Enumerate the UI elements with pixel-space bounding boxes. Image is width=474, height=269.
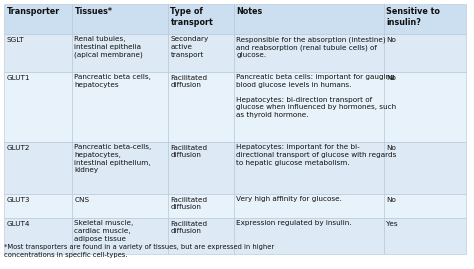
Text: Pancreatic beta cells: important for gauging
blood glucose levels in humans.

He: Pancreatic beta cells: important for gau… — [237, 75, 397, 118]
Text: Facilitated
diffusion: Facilitated diffusion — [171, 144, 208, 158]
Text: Facilitated
diffusion: Facilitated diffusion — [171, 196, 208, 210]
Bar — [384, 218, 466, 254]
Text: Hepatocytes: important for the bi-
directional transport of glucose with regards: Hepatocytes: important for the bi- direc… — [237, 144, 397, 165]
Bar — [234, 4, 384, 34]
Bar — [72, 218, 168, 254]
Text: No: No — [386, 75, 396, 80]
Bar — [168, 72, 234, 142]
Bar — [72, 72, 168, 142]
Text: Yes: Yes — [386, 221, 398, 226]
Text: Type of
transport: Type of transport — [171, 6, 213, 27]
Bar — [234, 34, 384, 72]
Bar — [234, 72, 384, 142]
Bar — [4, 218, 72, 254]
Text: Skeletal muscle,
cardiac muscle,
adipose tissue: Skeletal muscle, cardiac muscle, adipose… — [74, 221, 134, 242]
Bar — [168, 142, 234, 194]
Bar — [72, 4, 168, 34]
Bar — [384, 142, 466, 194]
Bar — [168, 194, 234, 218]
Bar — [384, 72, 466, 142]
Text: Secondary
active
transport: Secondary active transport — [171, 37, 209, 58]
Text: No: No — [386, 37, 396, 43]
Bar — [234, 194, 384, 218]
Text: Notes: Notes — [237, 6, 263, 16]
Text: Tissues*: Tissues* — [74, 6, 112, 16]
Bar — [384, 194, 466, 218]
Text: Facilitated
diffusion: Facilitated diffusion — [171, 221, 208, 234]
Text: GLUT1: GLUT1 — [7, 75, 30, 80]
Text: Expression regulated by insulin.: Expression regulated by insulin. — [237, 221, 352, 226]
Text: *Most transporters are found in a variety of tissues, but are expressed in highe: *Most transporters are found in a variet… — [4, 244, 274, 257]
Text: No: No — [386, 196, 396, 203]
Bar — [72, 142, 168, 194]
Bar — [168, 34, 234, 72]
Bar — [72, 194, 168, 218]
Bar — [168, 4, 234, 34]
Text: Responsible for the absorption (intestine)
and reabsorption (renal tubule cells): Responsible for the absorption (intestin… — [237, 37, 386, 58]
Text: CNS: CNS — [74, 196, 90, 203]
Text: No: No — [386, 144, 396, 150]
Bar — [384, 34, 466, 72]
Bar — [4, 34, 72, 72]
Bar — [4, 4, 72, 34]
Bar — [4, 72, 72, 142]
Text: Renal tubules,
intestinal epithelia
(apical membrane): Renal tubules, intestinal epithelia (api… — [74, 37, 143, 58]
Text: GLUT2: GLUT2 — [7, 144, 30, 150]
Text: Pancreatic beta cells,
hepatocytes: Pancreatic beta cells, hepatocytes — [74, 75, 151, 88]
Text: Pancreatic beta-cells,
hepatocytes,
intestinal epithelium,
kidney: Pancreatic beta-cells, hepatocytes, inte… — [74, 144, 152, 173]
Text: GLUT3: GLUT3 — [7, 196, 30, 203]
Text: Transporter: Transporter — [7, 6, 60, 16]
Bar — [72, 34, 168, 72]
Text: Sensitive to
insulin?: Sensitive to insulin? — [386, 6, 440, 27]
Bar — [234, 218, 384, 254]
Text: SGLT: SGLT — [7, 37, 24, 43]
Bar — [168, 218, 234, 254]
Bar — [234, 142, 384, 194]
Bar — [4, 194, 72, 218]
Text: Facilitated
diffusion: Facilitated diffusion — [171, 75, 208, 88]
Bar — [384, 4, 466, 34]
Bar — [4, 142, 72, 194]
Text: Very high affinity for glucose.: Very high affinity for glucose. — [237, 196, 342, 203]
Text: GLUT4: GLUT4 — [7, 221, 30, 226]
